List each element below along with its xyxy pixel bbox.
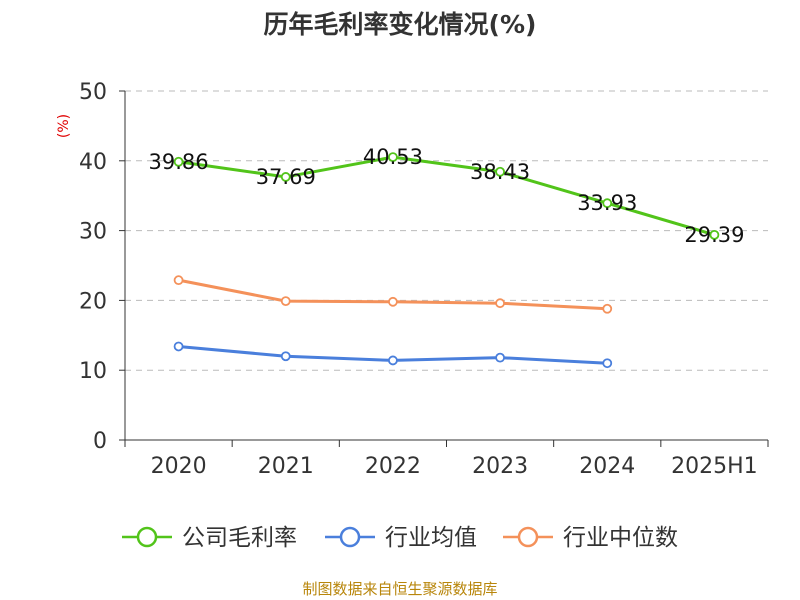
chart-title: 历年毛利率变化情况(%) [264,10,537,39]
series-0-point-2022[interactable] [388,152,398,163]
data-labels: 39.86 37.69 40.53 38.43 33.93 29.39 [149,145,745,247]
y-tick-label-50: 50 [79,80,107,105]
x-tick-label-2023: 2023 [472,454,528,479]
legend[interactable]: 公司毛利率 行业均值 行业中位数 [122,525,678,551]
x-tick-label-2024: 2024 [579,454,635,479]
series-0-point-2025H1[interactable] [709,229,720,240]
series-2-point-2024[interactable] [602,303,613,314]
data-label-2021: 37.69 [256,165,316,189]
legend-label: 行业中位数 [563,525,678,551]
grid-lines [125,90,768,371]
series-0-point-2023[interactable] [495,166,505,177]
series-1-point-2020[interactable] [173,341,184,352]
legend-item-2[interactable]: 行业中位数 [503,525,678,551]
data-label-2022: 40.53 [363,145,423,169]
series-1-point-2023[interactable] [495,352,505,363]
y-tick-label-30: 30 [79,220,107,245]
data-label-2020: 39.86 [149,150,209,174]
series-line-0 [178,155,715,237]
series-2-point-2020[interactable] [173,275,184,286]
legend-marker-icon [136,526,158,548]
legend-item-0[interactable]: 公司毛利率 [122,525,297,551]
series-2-point-2021[interactable] [280,296,291,306]
data-label-2023: 38.43 [470,160,530,184]
x-tick-label-2025H1: 2025H1 [671,454,758,479]
axes: 0 10 20 30 40 50 2020 2021 2022 2023 2024 2025H1 [79,80,769,479]
series-1-point-2021[interactable] [280,351,291,362]
source-note: 制图数据来自恒生聚源数据库 [302,580,497,598]
series-1-point-2024[interactable] [602,358,613,369]
series-2-point-2023[interactable] [495,298,505,309]
legend-item-1[interactable]: 行业均值 [325,525,477,551]
y-tick-label-0: 0 [93,429,107,454]
x-tick-label-2020: 2020 [151,454,207,479]
series-0-point-2020[interactable] [173,156,184,167]
legend-label: 行业均值 [385,525,477,551]
data-label-2025H1: 29.39 [684,223,744,247]
series-lines [173,152,720,369]
series-0-point-2021[interactable] [280,172,291,182]
series-0-point-2024[interactable] [602,198,613,209]
data-label-2024: 33.93 [577,191,637,215]
legend-marker-icon [339,526,361,548]
legend-marker-icon [517,526,539,548]
series-1-point-2022[interactable] [388,355,398,366]
x-tick-label-2022: 2022 [365,454,421,479]
legend-label: 公司毛利率 [182,525,297,551]
y-tick-label-20: 20 [79,289,107,314]
y-tick-label-10: 10 [79,359,107,384]
x-tick-label-2021: 2021 [258,454,314,479]
series-2-point-2022[interactable] [388,296,398,307]
y-axis-unit-label: (%) [56,114,72,138]
y-tick-label-40: 40 [79,150,107,175]
